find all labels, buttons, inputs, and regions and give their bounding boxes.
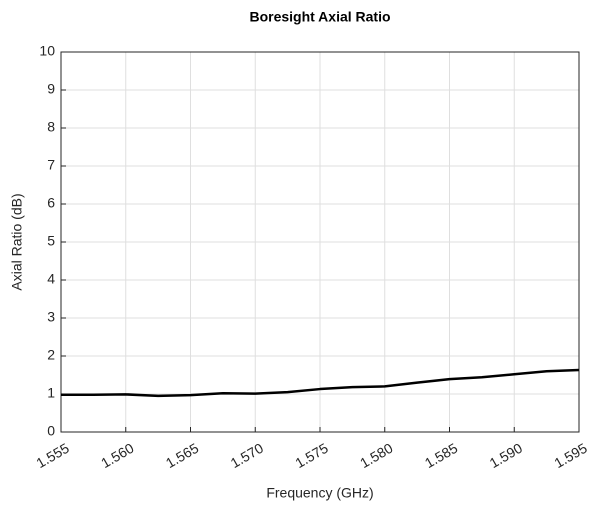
y-tick-label: 10 xyxy=(39,43,55,59)
x-axis-label: Frequency (GHz) xyxy=(266,485,373,501)
x-tick-label: 1.570 xyxy=(228,440,267,471)
x-tick-label: 1.580 xyxy=(357,440,396,471)
y-tick-label: 3 xyxy=(47,309,55,325)
x-tick-label: 1.575 xyxy=(292,440,331,471)
y-tick-label: 2 xyxy=(47,347,55,363)
x-tick-label: 1.565 xyxy=(163,440,202,471)
y-tick-label: 9 xyxy=(47,81,55,97)
x-tick-label: 1.595 xyxy=(551,440,589,471)
y-tick-label: 7 xyxy=(47,157,55,173)
y-tick-label: 4 xyxy=(47,271,55,287)
x-tick-label: 1.585 xyxy=(422,440,461,471)
y-tick-label: 8 xyxy=(47,119,55,135)
data-line xyxy=(61,368,580,398)
plot-frame xyxy=(60,51,580,433)
chart-title: Boresight Axial Ratio xyxy=(249,9,390,25)
y-tick-label: 1 xyxy=(47,385,55,401)
y-tick-label: 0 xyxy=(47,423,55,439)
x-tick-label: 1.590 xyxy=(487,440,526,471)
y-tick-label: 6 xyxy=(47,195,55,211)
y-axis-label: Axial Ratio (dB) xyxy=(9,193,25,290)
y-tick-label: 5 xyxy=(47,233,55,249)
x-tick-label: 1.555 xyxy=(33,440,72,471)
x-tick-label: 1.560 xyxy=(98,440,137,471)
